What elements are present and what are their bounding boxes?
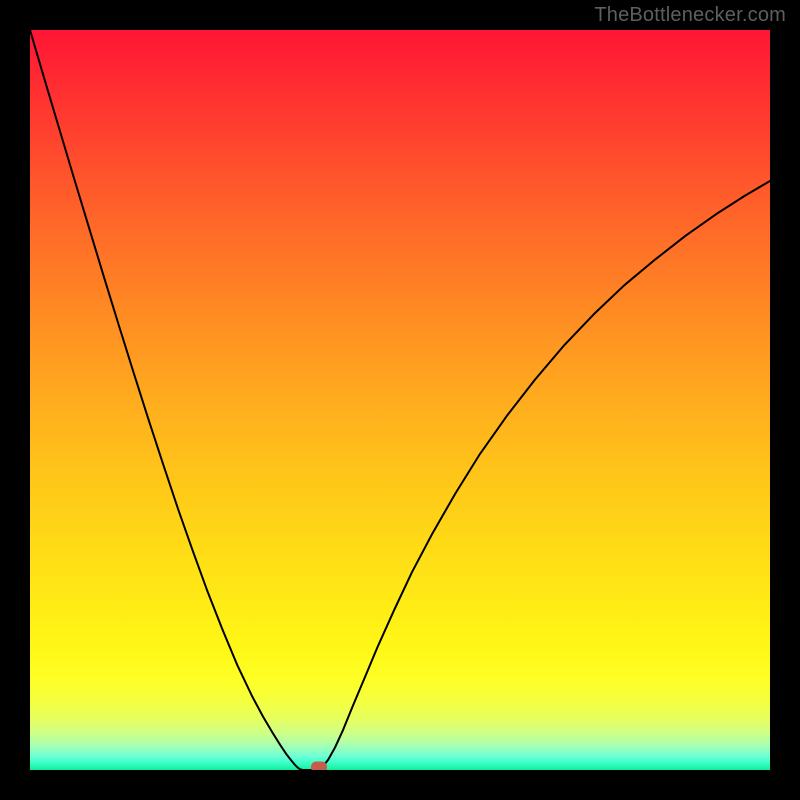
plot-area: [30, 30, 770, 770]
bottleneck-curve: [30, 30, 770, 770]
watermark-text: TheBottlenecker.com: [594, 4, 786, 27]
chart-stage: TheBottlenecker.com: [0, 0, 800, 800]
optimum-marker: [311, 761, 327, 770]
curve-path: [30, 30, 770, 770]
